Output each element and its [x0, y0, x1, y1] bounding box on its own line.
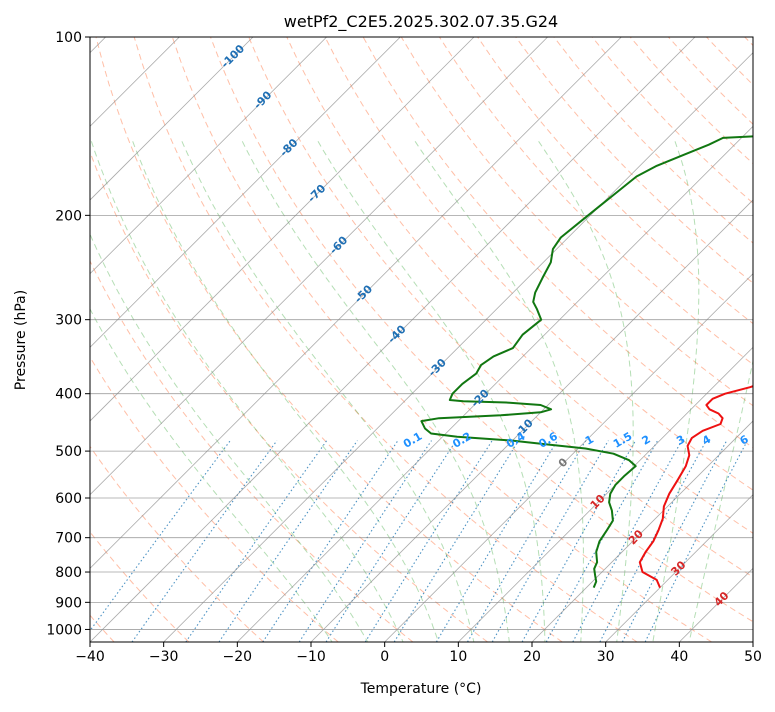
y-tick-label: 800: [55, 565, 82, 581]
x-tick-label: −30: [149, 649, 179, 665]
y-tick-label: 100: [55, 30, 82, 46]
x-tick-label: 0: [380, 649, 389, 665]
x-tick-label: −40: [75, 649, 105, 665]
x-axis-label: Temperature (°C): [360, 681, 482, 697]
y-tick-label: 700: [55, 531, 82, 547]
y-tick-label: 400: [55, 387, 82, 403]
y-tick-label: 1000: [46, 622, 82, 638]
y-tick-label: 200: [55, 208, 82, 224]
x-tick-label: 30: [597, 649, 615, 665]
y-axis-label: Pressure (hPa): [13, 290, 29, 390]
y-tick-label: 900: [55, 595, 82, 611]
y-tick-label: 300: [55, 313, 82, 329]
x-tick-label: 40: [670, 649, 688, 665]
x-tick-label: 50: [744, 649, 762, 665]
chart-title: wetPf2_C2E5.2025.302.07.35.G24: [284, 12, 558, 32]
y-tick-label: 500: [55, 444, 82, 460]
x-tick-label: 10: [449, 649, 467, 665]
y-tick-label: 600: [55, 491, 82, 507]
x-tick-label: 20: [523, 649, 541, 665]
x-tick-label: −10: [296, 649, 326, 665]
x-tick-label: −20: [223, 649, 253, 665]
